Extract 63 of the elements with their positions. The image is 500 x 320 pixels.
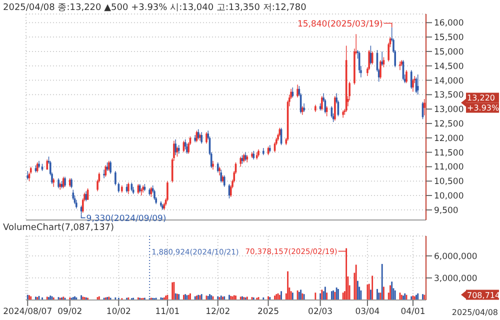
annotation: 9,330(2024/09/09) — [86, 214, 166, 224]
candlestick — [58, 178, 60, 189]
candlestick — [269, 144, 271, 153]
y-tick-label: 13,500 — [434, 90, 464, 101]
y-tick-label: 10,000 — [434, 192, 464, 202]
x-tick-label: 04/01 — [400, 307, 426, 318]
x-tick-label: 2024/08/07 — [3, 307, 52, 318]
candlestick — [321, 96, 323, 111]
y-tick-label: 14,000 — [434, 76, 464, 86]
candlestick — [240, 156, 242, 168]
candlestick — [216, 162, 219, 173]
text: 708,714 — [467, 290, 500, 300]
candlestick — [410, 70, 412, 90]
y-tick-label: 15,000 — [434, 47, 464, 58]
candlestick — [154, 189, 156, 200]
candlestick — [381, 51, 383, 66]
y-tick-label: 15,500 — [434, 33, 464, 44]
y-tick-label: 6,000,000 — [434, 252, 478, 262]
candlestick — [197, 128, 200, 140]
candlestick — [64, 176, 66, 188]
x-tick-label: 09/02 — [58, 307, 82, 318]
chart-title: VolumeChart(7,087,137) — [3, 223, 114, 233]
candlestick — [380, 60, 382, 80]
candlestick — [399, 61, 401, 71]
x-tick-label: 02/03 — [308, 307, 333, 318]
text: 13,220 — [467, 94, 495, 103]
candlestick — [296, 84, 298, 98]
candlestick — [206, 132, 208, 144]
candlestick — [174, 138, 176, 156]
candlestick — [200, 132, 203, 144]
y-tick-label: 3,000,000 — [434, 274, 478, 284]
candlestick — [166, 180, 168, 202]
candlestick — [38, 160, 40, 168]
candlestick — [140, 188, 142, 196]
candlestick — [212, 160, 214, 170]
y-tick-label: 13,000 — [434, 105, 464, 116]
x-tick-label: 12/02 — [206, 307, 230, 318]
text: +3.93% — [467, 104, 500, 113]
y-tick-label: 14,500 — [434, 62, 464, 72]
annotation: 15,840(2025/03/19) — [297, 19, 383, 30]
candlestick — [218, 166, 220, 176]
y-tick-label: 16,000 — [434, 18, 464, 29]
x-tick-label: 03/04 — [355, 307, 380, 318]
candlestick — [114, 170, 116, 186]
candlestick — [62, 176, 64, 189]
candlestick — [103, 169, 105, 179]
y-tick-label: 12,500 — [434, 120, 464, 130]
x-tick-label: 2025 — [257, 307, 280, 318]
y-tick-label: 11,500 — [434, 148, 464, 158]
y-tick-label: 10,500 — [434, 177, 464, 188]
y-tick-label: 9,500 — [434, 206, 458, 216]
y-tick-label: 12,000 — [434, 134, 464, 144]
candlestick — [412, 78, 414, 92]
candlestick — [142, 185, 144, 193]
chart-title: 2025/04/08 종:13,220 ▲500 +3.93% 시:13,040 고:13,350 저:12,780 — [3, 2, 306, 14]
candlestick — [334, 96, 336, 121]
candlestick — [416, 74, 419, 96]
text: 2025/04/08 — [452, 308, 498, 317]
y-tick-label: 11,000 — [434, 162, 464, 173]
x-tick-label: 11/01 — [155, 307, 180, 318]
candlestick — [110, 160, 112, 174]
x-tick-label: 10/02 — [106, 307, 131, 318]
candlestick — [128, 182, 130, 194]
